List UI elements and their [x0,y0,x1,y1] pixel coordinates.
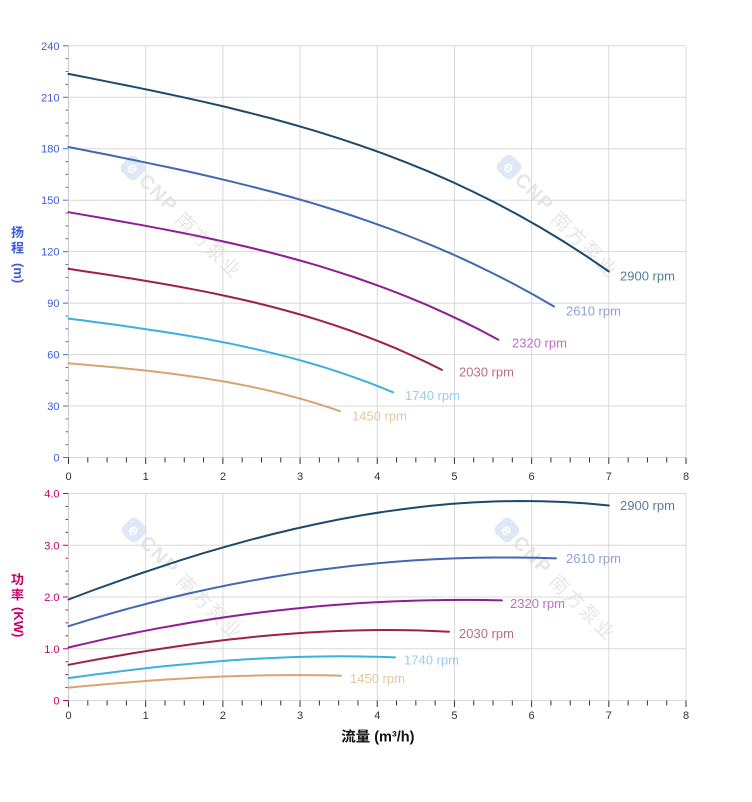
svg-text:150: 150 [41,195,59,207]
svg-text:30: 30 [47,401,59,413]
svg-text:6: 6 [529,471,535,483]
svg-text:2320 rpm: 2320 rpm [512,336,567,351]
svg-text:8: 8 [683,471,689,483]
svg-text:(m): (m) [11,263,26,283]
svg-text:2900 rpm: 2900 rpm [620,498,675,513]
svg-text:(KW): (KW) [11,607,26,637]
svg-text:4: 4 [374,710,380,722]
svg-text:0: 0 [65,710,71,722]
svg-text:4.0: 4.0 [44,489,59,501]
svg-text:1450 rpm: 1450 rpm [350,671,405,686]
svg-text:(m³/h): (m³/h) [374,730,414,746]
svg-text:5: 5 [451,471,457,483]
svg-text:3: 3 [297,471,303,483]
svg-text:1740 rpm: 1740 rpm [404,653,459,668]
svg-text:240: 240 [41,41,59,53]
svg-text:6: 6 [529,710,535,722]
svg-text:2030 rpm: 2030 rpm [459,626,514,641]
svg-text:1: 1 [143,710,149,722]
svg-text:3.0: 3.0 [44,540,59,552]
svg-text:0: 0 [53,453,59,465]
svg-text:2610 rpm: 2610 rpm [566,304,621,319]
svg-text:120: 120 [41,247,59,259]
svg-text:180: 180 [41,144,59,156]
svg-text:0: 0 [65,471,71,483]
svg-text:1.0: 1.0 [44,644,59,656]
svg-text:CNP: CNP [510,169,558,217]
svg-text:2320 rpm: 2320 rpm [510,596,565,611]
svg-text:2030 rpm: 2030 rpm [459,365,514,380]
svg-text:90: 90 [47,298,59,310]
svg-text:1: 1 [143,471,149,483]
svg-text:2: 2 [220,710,226,722]
svg-text:210: 210 [41,92,59,104]
svg-text:7: 7 [606,471,612,483]
svg-text:2.0: 2.0 [44,592,59,604]
svg-text:7: 7 [606,710,612,722]
svg-text:60: 60 [47,350,59,362]
svg-text:8: 8 [683,710,689,722]
svg-text:2610 rpm: 2610 rpm [566,551,621,566]
svg-text:2900 rpm: 2900 rpm [620,269,675,284]
svg-text:0: 0 [53,696,59,708]
svg-text:3: 3 [297,710,303,722]
svg-text:5: 5 [451,710,457,722]
svg-text:CNP: CNP [134,170,182,218]
svg-text:2: 2 [220,471,226,483]
svg-text:1450 rpm: 1450 rpm [352,409,407,424]
svg-text:4: 4 [374,471,380,483]
svg-text:1740 rpm: 1740 rpm [405,388,460,403]
